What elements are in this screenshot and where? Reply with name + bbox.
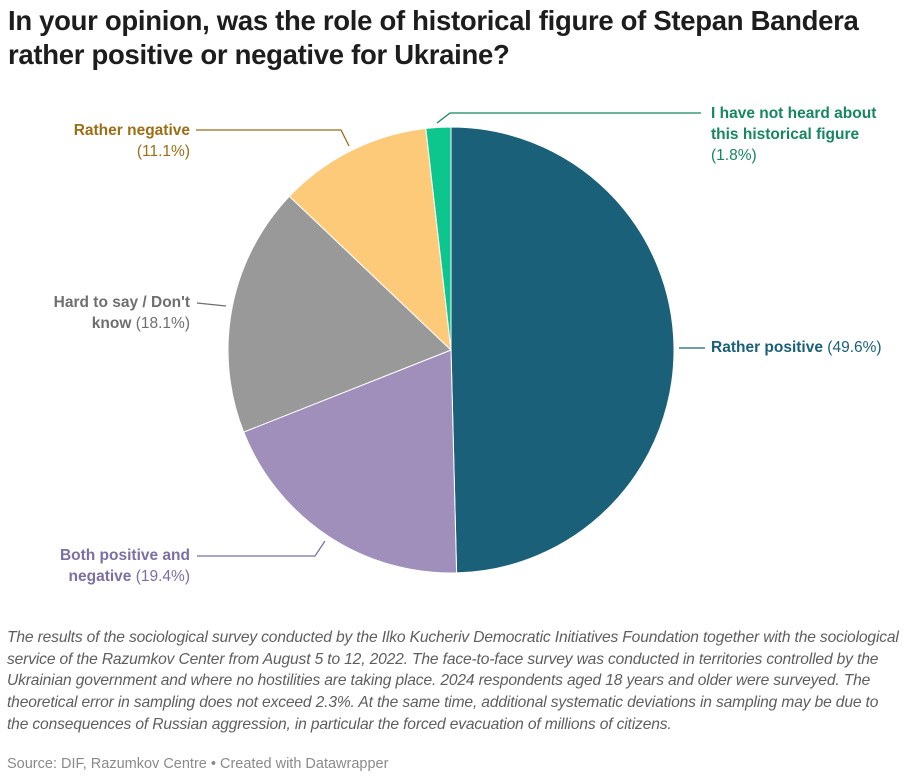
- pie-slice-hard-to-say-don-t-know: [227, 195, 452, 433]
- slice-value: (1.8%): [711, 147, 757, 164]
- pie-slice-rather-negative: [288, 127, 452, 352]
- chart-title: In your opinion, was the role of histori…: [8, 5, 859, 70]
- slice-label-rather-positive: Rather positive (49.6%): [711, 337, 882, 358]
- slice-name: Rather negative: [73, 122, 190, 139]
- chart-notes: The results of the sociological survey c…: [7, 629, 899, 733]
- slice-name-line2: know: [91, 315, 132, 332]
- slice-label-both: Both positive and negative (19.4%): [40, 545, 190, 587]
- slice-label-not-heard: I have not heard about this historical f…: [711, 103, 876, 166]
- pie-slice-both-positive-and-negative: [243, 349, 458, 574]
- pie-slice-rather-positive: [450, 126, 675, 574]
- leader-line-not-heard: [436, 112, 701, 124]
- slice-name-line1: Hard to say / Don't: [53, 294, 190, 311]
- slice-value: (19.4%): [135, 568, 190, 585]
- pie-chart: [196, 112, 705, 574]
- slice-name-line2: negative: [68, 568, 132, 585]
- slice-name-line1: I have not heard about: [711, 105, 877, 122]
- slice-label-hard-to-say: Hard to say / Don't know (18.1%): [20, 292, 190, 334]
- slice-name: Rather positive: [711, 339, 823, 356]
- slice-value: (18.1%): [135, 315, 190, 332]
- leader-line-rather-negative: [196, 129, 350, 147]
- slice-name-line2: this historical figure: [711, 126, 860, 143]
- slice-value: (49.6%): [827, 339, 882, 356]
- slice-label-rather-negative: Rather negative (11.1%): [40, 120, 190, 162]
- leader-lines: [196, 112, 705, 557]
- pie-slice-i-have-not-heard-about-this-historical-figure: [425, 126, 452, 351]
- chart-source: Source: DIF, Razumkov Centre • Created w…: [7, 756, 389, 772]
- slice-value: (11.1%): [136, 143, 190, 160]
- pie-slices: [227, 126, 675, 574]
- slice-name-line1: Both positive and: [59, 547, 190, 564]
- leader-line-hard-to-say: [196, 302, 227, 307]
- leader-line-both: [197, 540, 326, 557]
